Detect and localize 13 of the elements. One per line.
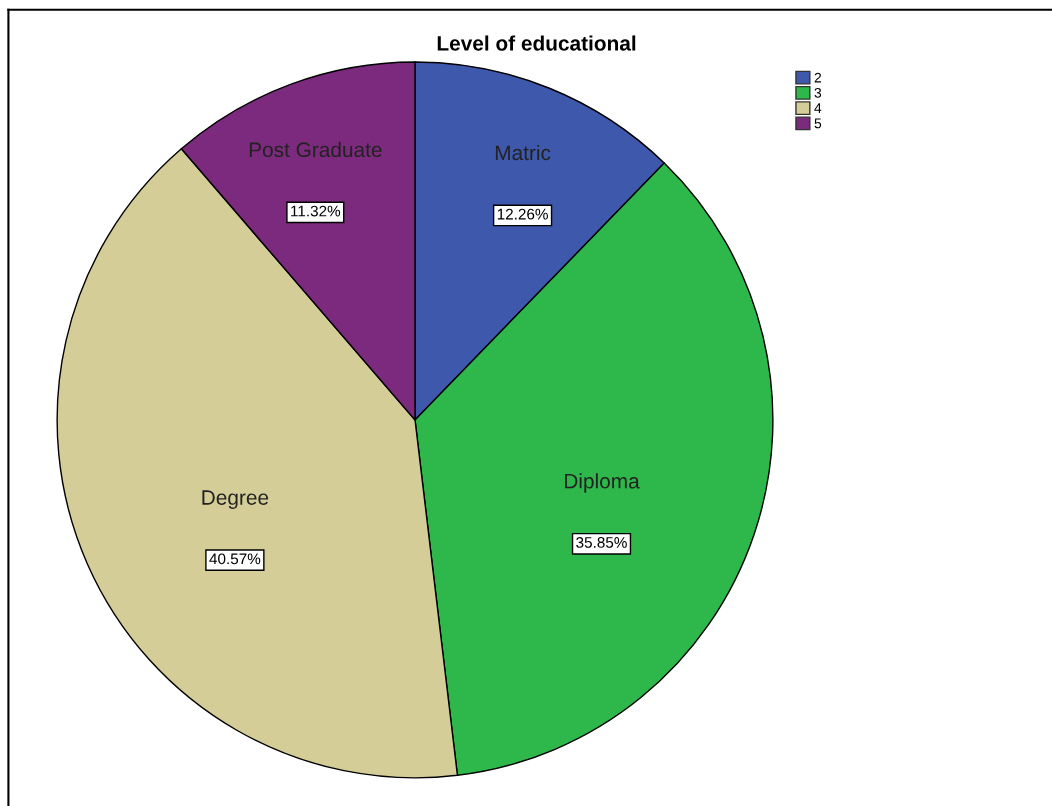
text: Matric (495, 144, 551, 161)
text: Diploma (565, 473, 640, 493)
text: Post Graduate (249, 141, 382, 158)
data-label: 40.57% (209, 553, 261, 565)
legend-label: 2 (814, 72, 822, 83)
data-label: 11.32% (291, 205, 341, 217)
legend-label: 5 (814, 118, 822, 129)
legend-label: 4 (814, 103, 822, 113)
data-label: 35.85% (576, 537, 627, 548)
text: Degree (202, 490, 269, 509)
legend-label: 3 (814, 87, 822, 98)
chart-title: Level of educational (437, 35, 636, 51)
data-label: 12.26% (497, 208, 548, 220)
